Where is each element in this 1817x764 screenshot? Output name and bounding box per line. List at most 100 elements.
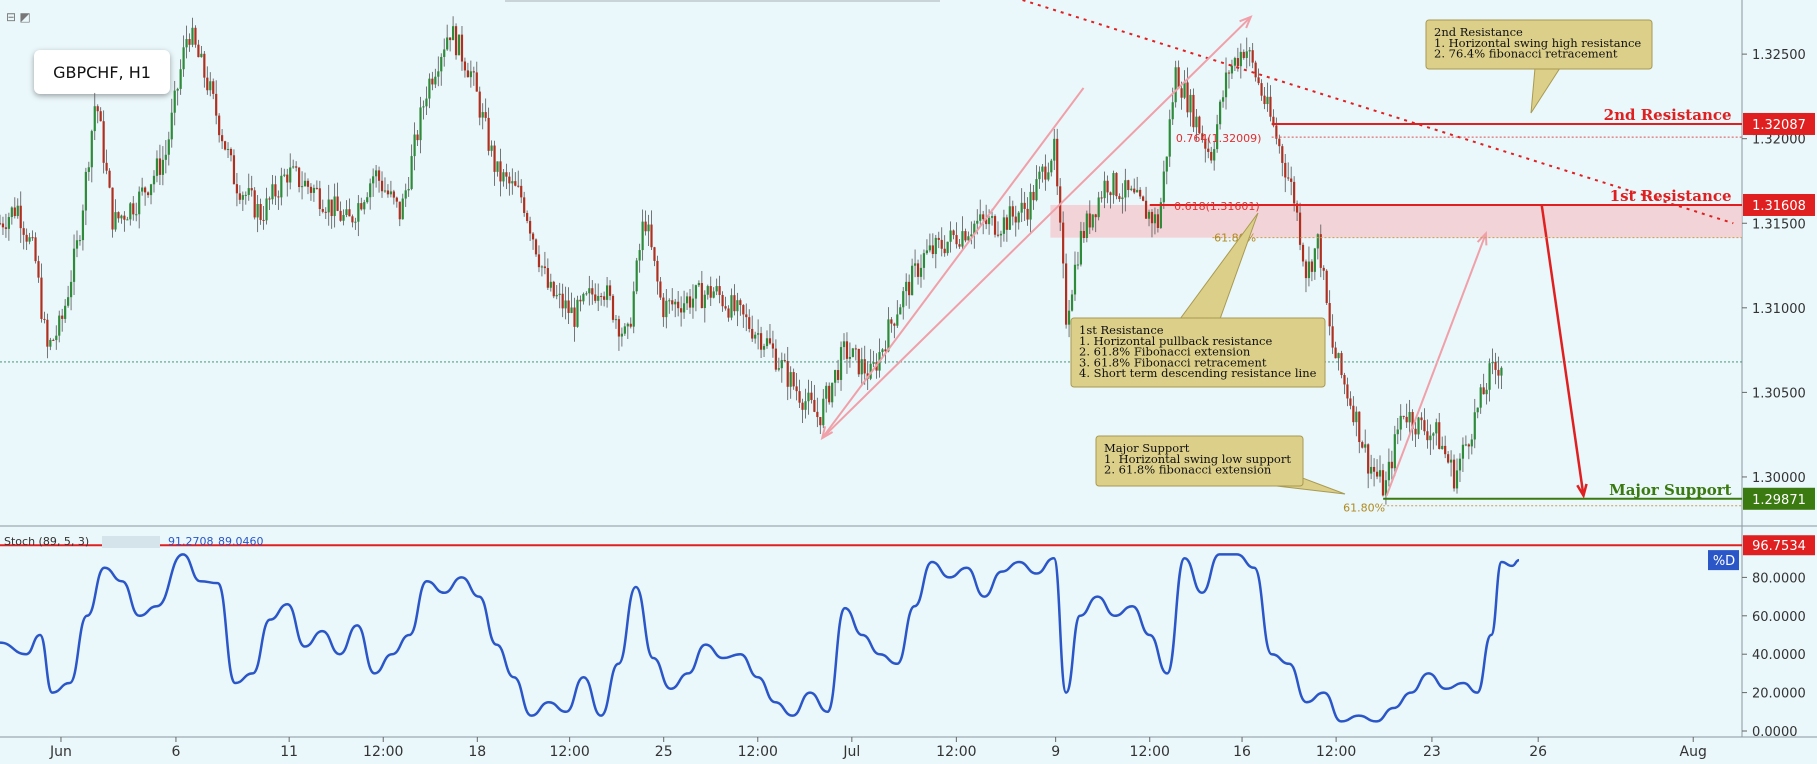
candle-up (1470, 439, 1473, 447)
candle-down (123, 215, 126, 220)
candle-up (1174, 67, 1177, 103)
candle-down (0, 223, 2, 225)
candle-down (801, 402, 804, 410)
candle-up (913, 263, 917, 266)
candle-down (680, 308, 683, 313)
candle-down (360, 203, 363, 210)
candle-up (120, 215, 123, 219)
candle-down (1023, 202, 1026, 209)
candle-up (1047, 172, 1050, 180)
candle-down (579, 299, 582, 302)
candle-down (908, 281, 911, 296)
candle-down (1156, 214, 1160, 228)
candle-down (1319, 234, 1322, 268)
candle-up (241, 195, 244, 200)
candle-up (641, 221, 644, 251)
candle-down (13, 207, 16, 217)
time-tick-label: Jun (49, 744, 72, 760)
candle-down (1, 223, 5, 228)
candle-up (674, 301, 677, 305)
candle-down (466, 70, 470, 78)
callout-first-resistance-line: 1. Horizontal pullback resistance (1079, 334, 1272, 348)
candle-up (407, 188, 410, 191)
candle-up (161, 159, 164, 175)
candle-down (771, 343, 775, 349)
candle-up (481, 112, 484, 118)
candle-up (138, 191, 141, 215)
second-resistance-price-tag-bg (1743, 112, 1815, 135)
candle-down (517, 185, 520, 187)
candle-down (1011, 206, 1014, 217)
candle-up (1103, 180, 1106, 199)
candle-down (336, 196, 339, 211)
candle-down (1411, 411, 1414, 429)
candle-up (1097, 197, 1100, 218)
candle-down (158, 158, 162, 175)
candle-up (822, 398, 825, 426)
stoch-badge: %D (1713, 554, 1735, 569)
candle-up (114, 212, 117, 230)
candle-up (374, 170, 378, 177)
candle-down (1301, 244, 1305, 262)
candle-down (253, 190, 256, 218)
stoch-tick-label: 80.0000 (1752, 571, 1806, 586)
candle-down (1334, 347, 1337, 359)
candle-up (1017, 212, 1020, 223)
candle-down (531, 233, 535, 240)
candle-up (1112, 173, 1115, 196)
candle-down (748, 317, 751, 329)
callout-first-resistance-line: 4. Short term descending resistance line (1079, 366, 1317, 380)
candle-down (475, 72, 478, 92)
candle-down (1367, 444, 1370, 474)
candle-up (1053, 138, 1056, 161)
candle-down (854, 348, 857, 350)
candle-up (570, 307, 573, 313)
time-tick-label: 23 (1423, 744, 1441, 760)
candle-up (777, 368, 780, 370)
candle-up (289, 167, 292, 183)
candle-up (1488, 363, 1491, 390)
callout-second-resistance-line: 1. Horizontal swing high resistance (1434, 36, 1641, 50)
candle-down (1278, 138, 1281, 147)
candle-up (1159, 202, 1162, 228)
candle-up (925, 250, 929, 254)
candle-up (49, 339, 52, 347)
candle-down (884, 349, 887, 352)
candle-down (520, 185, 523, 198)
candle-up (1124, 180, 1127, 198)
projection-arrow-down (1540, 204, 1585, 496)
candle-up (922, 253, 926, 268)
candle-up (1121, 197, 1124, 200)
candle-down (25, 234, 28, 242)
candle-down (783, 360, 786, 362)
stoch-d-value: 89.0460 (218, 535, 264, 548)
candle-down (416, 134, 419, 141)
candle-up (1491, 362, 1494, 364)
candle-down (499, 161, 502, 182)
callout-first-resistance-line: 3. 61.8% Fibonacci retracement (1079, 355, 1267, 369)
candle-down (1133, 188, 1136, 193)
time-tick-label: 25 (655, 744, 673, 760)
candle-up (437, 71, 440, 77)
candle-up (372, 176, 375, 184)
fib-arrow-up (821, 16, 1252, 439)
candle-up (869, 363, 872, 379)
candle-up (946, 241, 949, 254)
candle-down (22, 228, 25, 235)
toolbar-icons[interactable]: ⊟ ◩ (6, 10, 31, 24)
candle-down (931, 245, 934, 255)
candle-up (685, 296, 689, 304)
time-tick-label: Aug (1680, 744, 1707, 760)
candle-up (1085, 213, 1088, 238)
candle-up (605, 285, 609, 300)
indicator-buttons[interactable] (102, 536, 160, 548)
candle-down (1304, 261, 1308, 279)
candle-up (1041, 166, 1044, 172)
candle-up (1195, 116, 1198, 128)
candle-down (309, 186, 313, 193)
fib-618-label: 0.618(1.31601) (1174, 200, 1260, 213)
candle-down (1275, 125, 1278, 139)
candle-up (209, 81, 212, 91)
candle-down (1142, 196, 1145, 201)
candle-up (55, 335, 58, 341)
